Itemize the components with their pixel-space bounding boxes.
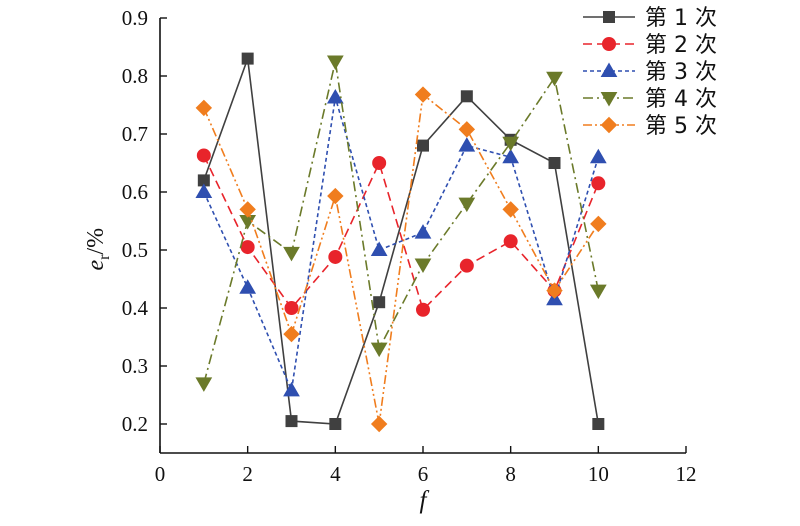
series-1-point [285, 415, 298, 428]
y-tick-label: 0.4 [122, 296, 149, 320]
series-5-point [283, 325, 300, 343]
series-3 [195, 88, 607, 397]
series-2-point [196, 148, 211, 163]
legend-item-2: 第 2 次 [583, 33, 717, 58]
series-4-line [203, 61, 600, 384]
y-axis-title: er/% [83, 228, 113, 271]
series-5-point [370, 415, 388, 433]
series-2-point [591, 176, 606, 191]
series-1-point [592, 418, 605, 430]
series-5-point [590, 215, 607, 233]
series-5-point [546, 282, 563, 299]
series-3-point [239, 279, 257, 294]
y-axis-title-sub: r [96, 254, 113, 260]
legend-swatch-marker [602, 37, 616, 51]
series-5-point [458, 121, 476, 138]
series-4 [195, 55, 607, 392]
legend-label: 第 1 次 [645, 6, 717, 31]
y-tick-label: 0.8 [122, 64, 148, 88]
series-5-point [195, 99, 213, 117]
series-4-point [589, 284, 607, 300]
series-5-point [414, 86, 432, 103]
series-5 [195, 86, 607, 433]
series-2-line [203, 155, 600, 312]
legend-item-5: 第 5 次 [583, 114, 717, 139]
y-tick-label: 0.9 [122, 6, 148, 30]
x-tick-label: 12 [676, 462, 697, 486]
series-3-point [458, 137, 476, 152]
y-tick-label: 0.7 [122, 122, 148, 146]
legend-swatch-marker [600, 116, 618, 134]
legend-item-3: 第 3 次 [583, 60, 717, 85]
axes: 0 2 4 6 8 10 12 0.2 0.3 0.4 0.5 0.6 0.7 0.8 0.9 [122, 6, 697, 486]
legend: 第 1 次第 2 次第 3 次第 4 次第 5 次 [583, 6, 717, 139]
legend-swatch-marker [603, 11, 615, 23]
series-4-point [326, 55, 344, 71]
y-tick-label: 0.3 [122, 354, 148, 378]
series-1-point [460, 90, 473, 103]
y-axis-title-main: e [83, 260, 109, 271]
y-tick-label: 0.2 [122, 412, 148, 436]
series-layer [195, 52, 607, 433]
series-5-point [502, 201, 519, 218]
series-3-point [589, 148, 607, 164]
series-4-point [283, 246, 300, 262]
legend-label: 第 2 次 [645, 33, 717, 58]
series-2-point [372, 156, 387, 170]
series-3-point [370, 241, 388, 256]
series-2-point [459, 258, 474, 273]
legend-label: 第 3 次 [645, 60, 717, 85]
series-2-point [284, 301, 299, 315]
series-3-point [326, 88, 344, 104]
series-3-point [502, 148, 520, 164]
series-1-point [548, 157, 561, 169]
legend-label: 第 5 次 [645, 114, 717, 139]
legend-label: 第 4 次 [645, 87, 717, 112]
y-tick-label: 0.6 [122, 180, 148, 204]
x-tick-label: 6 [418, 462, 429, 486]
x-tick-label: 4 [330, 462, 341, 486]
series-3-point [195, 183, 213, 198]
series-5-line [203, 93, 600, 425]
series-1 [197, 52, 605, 430]
series-2-point [240, 240, 255, 255]
series-4-point [370, 342, 388, 358]
series-5-point [327, 187, 344, 205]
y-axis-title-unit: /% [83, 228, 109, 255]
series-3-point [414, 224, 432, 239]
series-4-point [458, 197, 476, 213]
series-1-point [417, 139, 429, 152]
legend-item-4: 第 4 次 [583, 87, 717, 112]
series-1-point [373, 296, 386, 309]
series-4-point [414, 258, 432, 274]
x-tick-label: 2 [242, 462, 253, 486]
series-5-point [239, 201, 256, 218]
series-1-point [329, 418, 342, 430]
series-2-point [328, 249, 343, 264]
series-4-point [546, 71, 563, 87]
legend-swatch-marker [600, 92, 618, 107]
series-2-point [416, 302, 430, 317]
x-tick-label: 10 [588, 462, 609, 486]
y-tick-label: 0.5 [122, 238, 148, 262]
series-4-point [502, 136, 520, 152]
series-1-point [241, 52, 254, 65]
legend-swatch-marker [600, 62, 618, 77]
x-axis-title: f [420, 487, 430, 514]
series-1-line [203, 58, 600, 425]
series-2 [196, 148, 606, 317]
x-tick-label: 0 [155, 462, 166, 486]
x-tick-label: 8 [505, 462, 516, 486]
series-3-line [203, 97, 600, 394]
series-3-point [283, 381, 300, 397]
series-2-point [503, 234, 518, 249]
legend-item-1: 第 1 次 [583, 6, 717, 31]
series-4-point [195, 377, 213, 392]
